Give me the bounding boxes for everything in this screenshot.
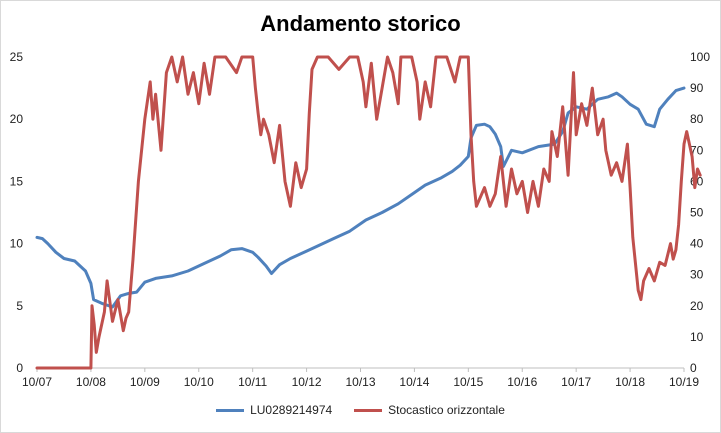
x-tick-label: 10/19 [669,375,699,389]
y-right-tick-label: 70 [690,143,704,157]
y-left-tick-label: 0 [16,361,23,375]
legend-label-blue: LU0289214974 [250,403,333,417]
legend-swatch-blue [216,408,245,412]
y-right-tick-label: 50 [690,206,704,220]
series-layer [35,55,702,370]
legend-item-red: Stocastico orizzontale [354,403,505,417]
axes-layer: 10/07 10/08 10/09 10/10 10/11 10/12 10/13 10/14… [10,50,711,389]
x-tick-label: 10/15 [453,375,483,389]
y-left-tick-label: 15 [10,174,24,188]
y-right-tick-label: 80 [690,112,704,126]
x-tick-label: 10/09 [130,375,160,389]
y-right-tick-label: 20 [690,299,704,313]
y-right-tick-label: 0 [690,361,697,375]
x-tick-label: 10/10 [184,375,214,389]
x-tick-label: 10/18 [615,375,645,389]
chart-title: Andamento storico [260,11,461,36]
y-right-tick-label: 10 [690,330,704,344]
y-left-tick-label: 5 [16,299,23,313]
legend-item-blue: LU0289214974 [216,403,332,417]
y-left-tick-label: 25 [10,50,24,64]
legend-label-red: Stocastico orizzontale [388,403,505,417]
x-tick-label: 10/14 [399,375,429,389]
y-right-tick-label: 90 [690,81,704,95]
y-right-tick-label: 30 [690,268,704,282]
series-line-red [35,55,702,370]
y-left-tick-label: 10 [10,237,24,251]
x-tick-label: 10/11 [238,375,267,389]
series-line-blue [35,86,686,309]
y-right-tick-label: 100 [690,50,710,64]
x-tick-label: 10/12 [292,375,322,389]
x-tick-label: 10/07 [22,375,52,389]
y-left-tick-label: 20 [10,112,24,126]
legend: LU0289214974 Stocastico orizzontale [1,403,720,417]
x-tick-label: 10/08 [76,375,106,389]
x-tick-label: 10/17 [561,375,591,389]
y-right-tick-label: 40 [690,237,704,251]
x-tick-label: 10/16 [507,375,537,389]
legend-swatch-red [354,408,383,412]
x-tick-label: 10/13 [345,375,375,389]
